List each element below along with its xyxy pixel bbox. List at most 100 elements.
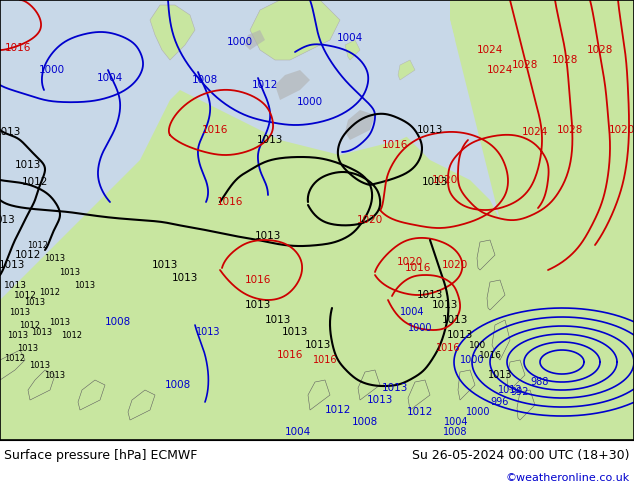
Text: 1016: 1016	[245, 275, 271, 285]
Text: 1028: 1028	[557, 125, 583, 135]
Text: 1020: 1020	[609, 125, 634, 135]
Text: 1013: 1013	[0, 260, 25, 270]
Polygon shape	[477, 240, 495, 270]
Text: 1024: 1024	[477, 45, 503, 55]
Text: 1013: 1013	[281, 327, 308, 337]
Text: 013: 013	[0, 215, 15, 225]
Text: 1012: 1012	[39, 288, 60, 296]
Polygon shape	[458, 370, 475, 400]
Text: 1013: 1013	[10, 308, 30, 317]
Text: 992: 992	[511, 387, 529, 397]
Text: 1013: 1013	[305, 340, 331, 350]
Text: 1008: 1008	[352, 417, 378, 427]
Text: 1013: 1013	[255, 231, 281, 241]
Text: 1016: 1016	[277, 350, 303, 360]
Text: 1013: 1013	[382, 383, 408, 393]
Polygon shape	[507, 360, 525, 390]
Text: 1016: 1016	[479, 350, 501, 360]
Text: 1013: 1013	[245, 300, 271, 310]
Text: 1028: 1028	[587, 45, 613, 55]
Text: 1004: 1004	[97, 73, 123, 83]
Polygon shape	[28, 370, 55, 400]
Text: 1013: 1013	[49, 318, 70, 326]
Text: 1012: 1012	[325, 405, 351, 415]
Polygon shape	[275, 70, 310, 100]
Polygon shape	[345, 40, 360, 60]
Text: 1013: 1013	[432, 300, 458, 310]
Polygon shape	[398, 60, 415, 80]
Polygon shape	[408, 380, 430, 410]
Text: 1004: 1004	[400, 307, 424, 317]
Text: 1013: 1013	[0, 127, 21, 137]
Polygon shape	[345, 110, 375, 140]
Text: 1008: 1008	[192, 75, 218, 85]
Text: 1013: 1013	[265, 315, 291, 325]
Text: 1020: 1020	[442, 260, 468, 270]
Text: 988: 988	[531, 377, 549, 387]
Text: 1013: 1013	[29, 361, 51, 369]
Text: Su 26-05-2024 00:00 UTC (18+30): Su 26-05-2024 00:00 UTC (18+30)	[413, 448, 630, 462]
Text: 1013: 1013	[44, 253, 65, 263]
Text: 1013: 1013	[44, 370, 65, 380]
Text: 1000: 1000	[39, 65, 65, 75]
Text: 1013: 1013	[74, 280, 96, 290]
Text: 1012: 1012	[498, 385, 522, 395]
Text: 1020: 1020	[432, 175, 458, 185]
Text: 1016: 1016	[5, 43, 31, 53]
Text: 1000: 1000	[227, 37, 253, 47]
Text: 1013: 1013	[172, 273, 198, 283]
Polygon shape	[358, 370, 380, 400]
Text: 996: 996	[491, 397, 509, 407]
Polygon shape	[0, 45, 634, 440]
Polygon shape	[487, 280, 505, 310]
Polygon shape	[245, 30, 265, 50]
Text: 1013: 1013	[417, 125, 443, 135]
Polygon shape	[450, 0, 634, 440]
Text: 1013: 1013	[417, 290, 443, 300]
Text: 1028: 1028	[512, 60, 538, 70]
Text: 1024: 1024	[487, 65, 513, 75]
Polygon shape	[308, 380, 330, 410]
Polygon shape	[150, 5, 195, 60]
Text: 1024: 1024	[522, 127, 548, 137]
Text: 1016: 1016	[313, 355, 337, 365]
Text: Surface pressure [hPa] ECMWF: Surface pressure [hPa] ECMWF	[4, 448, 197, 462]
Text: 1013: 1013	[4, 280, 27, 290]
Text: 1008: 1008	[105, 317, 131, 327]
Text: 1008: 1008	[443, 427, 467, 437]
Text: 100: 100	[469, 341, 487, 349]
Text: 1004: 1004	[444, 417, 469, 427]
Polygon shape	[128, 390, 155, 420]
Text: 1008: 1008	[165, 380, 191, 390]
Text: 1016: 1016	[405, 263, 431, 273]
Text: 1013: 1013	[442, 315, 468, 325]
Polygon shape	[517, 390, 535, 420]
Polygon shape	[250, 0, 340, 60]
Text: 1013: 1013	[257, 135, 283, 145]
Text: 1012: 1012	[22, 177, 48, 187]
Text: 1016: 1016	[436, 343, 460, 353]
Polygon shape	[160, 0, 455, 155]
Text: 1013: 1013	[18, 343, 39, 352]
Text: 1000: 1000	[466, 407, 490, 417]
Text: 1013: 1013	[152, 260, 178, 270]
Text: 1013: 1013	[25, 297, 46, 307]
Text: 1028: 1028	[552, 55, 578, 65]
Polygon shape	[0, 0, 180, 130]
Text: 1012: 1012	[13, 291, 36, 299]
Text: 1013: 1013	[8, 331, 29, 340]
Text: 1012: 1012	[20, 320, 41, 329]
Text: 1000: 1000	[297, 97, 323, 107]
Text: 1013: 1013	[60, 268, 81, 276]
Text: 1012: 1012	[407, 407, 433, 417]
Text: 1013: 1013	[447, 330, 473, 340]
Text: 1012: 1012	[15, 250, 41, 260]
Text: 1016: 1016	[202, 125, 228, 135]
Text: 1013: 1013	[488, 370, 512, 380]
Text: 1012: 1012	[4, 353, 25, 363]
Text: 1000: 1000	[460, 355, 484, 365]
Text: 1012: 1012	[61, 331, 82, 340]
Text: 1012: 1012	[27, 241, 48, 249]
Text: 1004: 1004	[285, 427, 311, 437]
Text: 1020: 1020	[357, 215, 383, 225]
